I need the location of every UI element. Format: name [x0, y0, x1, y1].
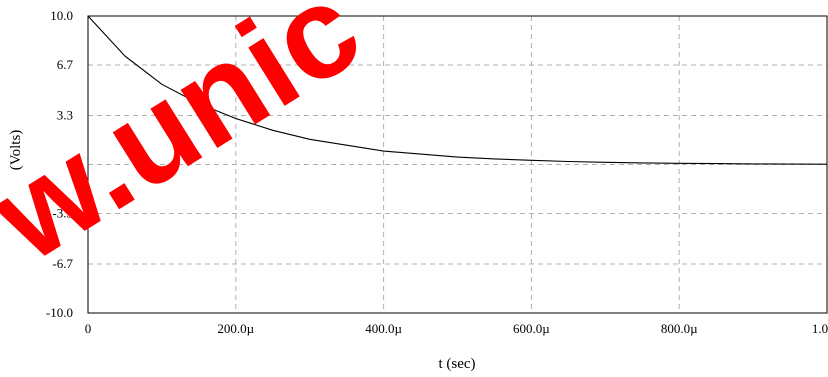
y-tick-label: -3.3 — [52, 206, 73, 221]
y-tick-label: 10.0 — [50, 8, 73, 23]
y-tick-label: 0 — [67, 157, 74, 172]
voltage-series-line — [87, 15, 828, 165]
y-tick-label: 3.3 — [57, 107, 73, 122]
x-axis-title: t (sec) — [438, 356, 475, 372]
watermark-text: w.unic — [0, 0, 384, 289]
y-tick-label: 6.7 — [57, 57, 74, 72]
x-tick-label: 800.0µ — [661, 321, 698, 336]
x-tick-label: 400.0µ — [365, 321, 402, 336]
y-axis-title: (Volts) — [8, 130, 24, 171]
grid-lines — [88, 16, 827, 313]
y-tick-label: -10.0 — [46, 305, 73, 320]
tick-labels: 0 200.0µ 400.0µ 600.0µ 800.0µ 1.0m 10.0 6.7 3.3 0… — [46, 8, 828, 336]
series-layer — [87, 15, 828, 165]
x-tick-label: 600.0µ — [513, 321, 550, 336]
y-tick-label: -6.7 — [52, 256, 73, 271]
plot-frame — [87, 15, 828, 314]
x-tick-label: 0 — [85, 321, 92, 336]
x-tick-label: 200.0µ — [217, 321, 254, 336]
x-tick-label: 1.0m — [812, 321, 828, 336]
